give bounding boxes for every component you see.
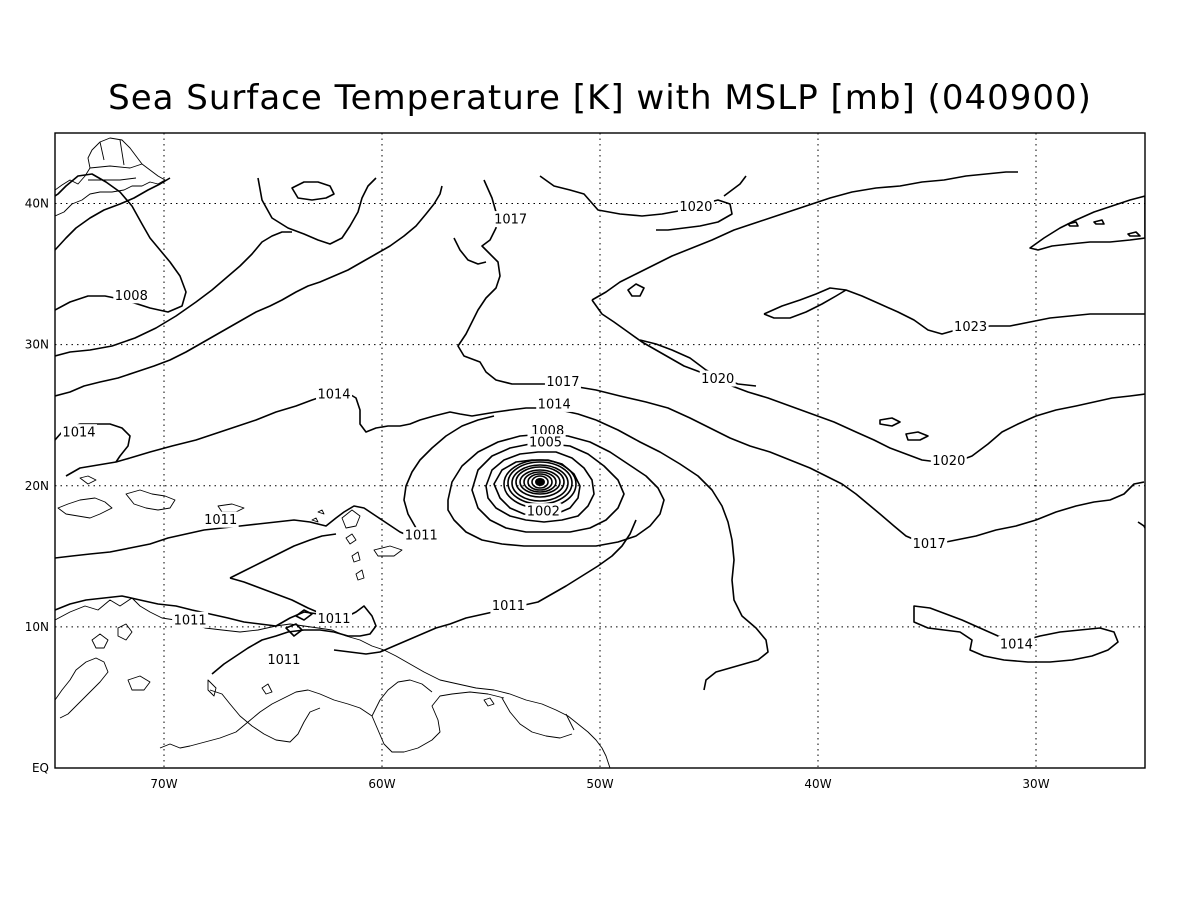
contour-1023-east bbox=[763, 287, 1145, 335]
contour-1017-north bbox=[457, 179, 1145, 545]
axis-labels: 70W 60W 50W 40W 30W EQ 10N 20N 30N 40N bbox=[25, 197, 1050, 791]
contour-label-background bbox=[60, 424, 97, 441]
contour-label-background bbox=[265, 651, 302, 668]
contour-label: 1008 bbox=[113, 287, 150, 304]
contour-label: 1020 bbox=[930, 452, 967, 469]
coastline-greater-antilles bbox=[57, 497, 113, 519]
contour-label-background bbox=[952, 318, 989, 335]
contour-label: 1002 bbox=[525, 503, 562, 520]
contour-label-background bbox=[492, 211, 529, 228]
contour-label-background bbox=[677, 198, 714, 215]
contour-label-text: 1014 bbox=[538, 397, 571, 412]
contour-label: 1014 bbox=[316, 386, 353, 403]
low-pressure-center bbox=[447, 433, 665, 547]
contour-1011-northwest bbox=[55, 231, 292, 357]
lat-tick-label: 30N bbox=[25, 338, 49, 352]
contour-label-text: 1002 bbox=[527, 505, 560, 520]
contour-label-background bbox=[202, 511, 239, 528]
contour-label-background bbox=[525, 503, 562, 520]
contour-label-text: 1005 bbox=[529, 436, 562, 451]
contour-label-text: 1011 bbox=[492, 599, 525, 614]
contour-1020-central bbox=[591, 171, 1018, 301]
contour-labels: 1008101410141017102010231020101710141008… bbox=[60, 198, 1035, 668]
contour-label-text: 1011 bbox=[267, 653, 300, 668]
contour-label-background bbox=[911, 535, 948, 552]
contour-label-text: 1023 bbox=[954, 320, 987, 335]
contour-label-text: 1011 bbox=[317, 612, 350, 627]
lon-tick-label: 60W bbox=[368, 777, 395, 791]
contour-label: 1014 bbox=[60, 424, 97, 441]
contour-label: 1011 bbox=[490, 597, 527, 614]
contour-label: 1020 bbox=[699, 370, 736, 387]
contour-1014-east bbox=[913, 605, 1119, 663]
lon-tick-label: 40W bbox=[804, 777, 831, 791]
contour-label-text: 1014 bbox=[62, 426, 95, 441]
contour-label: 1014 bbox=[998, 635, 1035, 652]
mslp-contours bbox=[55, 171, 1145, 691]
contour-label: 1005 bbox=[527, 434, 564, 451]
contour-label-text: 1020 bbox=[932, 454, 965, 469]
contour-label-background bbox=[544, 373, 581, 390]
contour-label: 1011 bbox=[403, 527, 440, 544]
contour-label-text: 1017 bbox=[494, 213, 527, 228]
contour-label-background bbox=[527, 434, 564, 451]
contour-label: 1017 bbox=[544, 373, 581, 390]
contour-label-background bbox=[930, 452, 967, 469]
contour-label-text: 1008 bbox=[115, 289, 148, 304]
contour-label-text: 1017 bbox=[546, 375, 579, 390]
plot-frame bbox=[54, 132, 1146, 769]
contour-label: 1014 bbox=[536, 395, 573, 412]
contour-label-text: 1011 bbox=[405, 529, 438, 544]
contour-label-background bbox=[998, 635, 1035, 652]
contour-label-text: 1014 bbox=[317, 388, 350, 403]
contour-label-background bbox=[113, 287, 150, 304]
contour-label-text: 1011 bbox=[204, 513, 237, 528]
contour-label-background bbox=[699, 370, 736, 387]
contour-label-text: 1017 bbox=[913, 537, 946, 552]
coastline-north-america bbox=[55, 137, 166, 217]
contour-label: 1020 bbox=[677, 198, 714, 215]
contour-label-text: 1011 bbox=[174, 613, 207, 628]
contour-label-background bbox=[536, 395, 573, 412]
contour-label: 1017 bbox=[911, 535, 948, 552]
contour-label: 1023 bbox=[952, 318, 989, 335]
contour-label-text: 1020 bbox=[701, 372, 734, 387]
contour-label: 1011 bbox=[172, 611, 209, 628]
contour-label: 1011 bbox=[202, 511, 239, 528]
state-borders bbox=[88, 139, 143, 181]
contour-label-background bbox=[316, 610, 353, 627]
contour-label: 1017 bbox=[492, 211, 529, 228]
contour-label: 1011 bbox=[265, 651, 302, 668]
contour-label-background bbox=[316, 386, 353, 403]
lat-tick-label: 20N bbox=[25, 479, 49, 493]
contour-label-text: 1020 bbox=[679, 200, 712, 215]
lat-tick-label: 10N bbox=[25, 620, 49, 634]
lon-tick-label: 30W bbox=[1022, 777, 1049, 791]
lat-tick-label: 40N bbox=[25, 197, 49, 211]
contour-label-background bbox=[172, 611, 209, 628]
contour-label-background bbox=[403, 527, 440, 544]
contour-label-text: 1014 bbox=[1000, 637, 1033, 652]
map-title: Sea Surface Temperature [K] with MSLP [m… bbox=[108, 78, 1092, 118]
lat-lon-grid bbox=[55, 133, 1145, 768]
lat-tick-label: EQ bbox=[32, 761, 49, 775]
contour-1011-south bbox=[55, 505, 429, 559]
contour-label: 1011 bbox=[316, 610, 353, 627]
lon-tick-label: 70W bbox=[150, 777, 177, 791]
contour-label-background bbox=[490, 597, 527, 614]
lon-tick-label: 50W bbox=[586, 777, 613, 791]
